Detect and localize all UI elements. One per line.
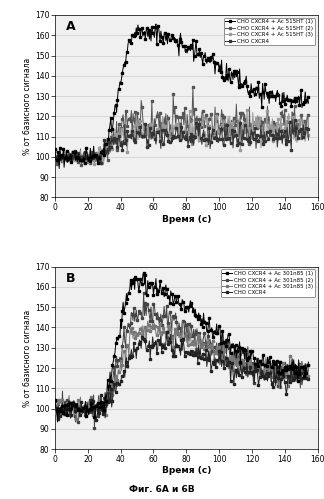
CHO CXCR4 + Ac 515HT (2): [175, 113, 179, 119]
CHO CXCR4 + Ac 301n85 (2): [142, 290, 145, 296]
CHO CXCR4 + Ac 515HT (3): [164, 131, 168, 137]
CHO CXCR4 + Ac 515HT (1): [154, 21, 158, 27]
CHO CXCR4 + Ac 515HT (2): [79, 163, 83, 169]
CHO CXCR4 + Ac 515HT (3): [307, 116, 310, 122]
Legend: CHO CXCR4 + Ac 515HT (1), CHO CXCR4 + Ac 515HT (2), CHO CXCR4 + Ac 515HT (3), CH: CHO CXCR4 + Ac 515HT (1), CHO CXCR4 + Ac…: [224, 18, 315, 45]
CHO CXCR4 + Ac 301n85 (2): [133, 312, 137, 318]
CHO CXCR4 + Ac 515HT (1): [287, 96, 291, 102]
CHO CXCR4: [165, 328, 168, 334]
CHO CXCR4 + Ac 301n85 (1): [175, 294, 179, 300]
CHO CXCR4 + Ac 515HT (3): [123, 119, 127, 125]
CHO CXCR4: [307, 137, 310, 143]
CHO CXCR4: [53, 154, 57, 160]
CHO CXCR4 + Ac 515HT (1): [165, 32, 168, 38]
X-axis label: Время (с): Время (с): [162, 467, 211, 476]
Line: CHO CXCR4 + Ac 301n85 (1): CHO CXCR4 + Ac 301n85 (1): [54, 271, 310, 423]
CHO CXCR4: [53, 398, 57, 404]
CHO CXCR4 + Ac 515HT (2): [83, 152, 87, 158]
CHO CXCR4 + Ac 301n85 (3): [123, 349, 127, 355]
Y-axis label: % от базисного сигнала: % от базисного сигнала: [23, 309, 32, 407]
CHO CXCR4 + Ac 301n85 (2): [123, 339, 127, 345]
Text: A: A: [65, 20, 75, 33]
CHO CXCR4 + Ac 301n85 (1): [53, 397, 57, 403]
CHO CXCR4 + Ac 301n85 (2): [82, 405, 86, 411]
CHO CXCR4 + Ac 515HT (1): [175, 36, 179, 42]
Line: CHO CXCR4 + Ac 515HT (3): CHO CXCR4 + Ac 515HT (3): [54, 109, 310, 167]
CHO CXCR4 + Ac 301n85 (2): [307, 368, 310, 374]
CHO CXCR4 + Ac 301n85 (1): [165, 286, 168, 292]
CHO CXCR4 + Ac 515HT (3): [53, 148, 57, 154]
Line: CHO CXCR4 + Ac 515HT (1): CHO CXCR4 + Ac 515HT (1): [54, 23, 310, 170]
CHO CXCR4 + Ac 301n85 (3): [133, 334, 137, 340]
CHO CXCR4 + Ac 515HT (2): [123, 131, 127, 137]
CHO CXCR4 + Ac 515HT (1): [53, 146, 57, 152]
CHO CXCR4 + Ac 301n85 (2): [287, 374, 291, 380]
CHO CXCR4 + Ac 301n85 (2): [53, 403, 57, 409]
CHO CXCR4 + Ac 301n85 (1): [123, 305, 127, 311]
CHO CXCR4: [164, 132, 168, 138]
CHO CXCR4 + Ac 515HT (1): [83, 160, 87, 166]
CHO CXCR4 + Ac 515HT (3): [245, 107, 249, 113]
CHO CXCR4 + Ac 301n85 (3): [175, 327, 179, 333]
CHO CXCR4 + Ac 515HT (3): [133, 130, 137, 136]
CHO CXCR4: [82, 406, 86, 412]
CHO CXCR4: [133, 347, 137, 353]
Line: CHO CXCR4 + Ac 301n85 (3): CHO CXCR4 + Ac 301n85 (3): [54, 320, 310, 420]
Y-axis label: % от базисного сигнала: % от базисного сигнала: [23, 57, 32, 155]
CHO CXCR4: [82, 152, 86, 158]
CHO CXCR4 + Ac 515HT (2): [53, 155, 57, 161]
CHO CXCR4: [123, 121, 127, 127]
CHO CXCR4 + Ac 301n85 (3): [307, 362, 310, 368]
CHO CXCR4 + Ac 301n85 (3): [165, 334, 168, 340]
CHO CXCR4 + Ac 515HT (2): [307, 125, 310, 131]
CHO CXCR4 + Ac 515HT (2): [287, 121, 291, 127]
CHO CXCR4 + Ac 301n85 (3): [83, 403, 87, 409]
CHO CXCR4: [287, 375, 291, 381]
Line: CHO CXCR4: CHO CXCR4: [54, 330, 310, 421]
Text: Фиг. 6А и 6В: Фиг. 6А и 6В: [129, 485, 195, 494]
CHO CXCR4 + Ac 515HT (3): [82, 161, 86, 167]
CHO CXCR4 + Ac 515HT (3): [100, 163, 104, 169]
Line: CHO CXCR4 + Ac 301n85 (2): CHO CXCR4 + Ac 301n85 (2): [54, 292, 310, 429]
CHO CXCR4 + Ac 301n85 (1): [83, 404, 87, 410]
CHO CXCR4 + Ac 301n85 (1): [56, 419, 60, 425]
CHO CXCR4: [123, 374, 127, 380]
CHO CXCR4 + Ac 301n85 (3): [75, 416, 78, 422]
CHO CXCR4 + Ac 515HT (2): [133, 109, 137, 115]
CHO CXCR4 + Ac 515HT (2): [191, 84, 195, 90]
CHO CXCR4 + Ac 301n85 (2): [175, 325, 179, 331]
Legend: CHO CXCR4 + Ac 301n85 (1), CHO CXCR4 + Ac 301n85 (2), CHO CXCR4 + Ac 301n85 (3),: CHO CXCR4 + Ac 301n85 (1), CHO CXCR4 + A…: [221, 269, 315, 297]
Line: CHO CXCR4: CHO CXCR4: [54, 118, 310, 164]
CHO CXCR4: [133, 139, 137, 145]
CHO CXCR4 + Ac 301n85 (3): [287, 372, 291, 378]
CHO CXCR4 + Ac 515HT (1): [307, 100, 310, 106]
CHO CXCR4 + Ac 301n85 (3): [53, 410, 57, 416]
Line: CHO CXCR4 + Ac 515HT (2): CHO CXCR4 + Ac 515HT (2): [54, 86, 310, 167]
Text: B: B: [65, 272, 75, 285]
CHO CXCR4: [290, 117, 294, 123]
CHO CXCR4: [94, 417, 98, 423]
CHO CXCR4 + Ac 515HT (3): [175, 121, 179, 127]
CHO CXCR4: [99, 160, 103, 166]
CHO CXCR4 + Ac 301n85 (1): [142, 270, 145, 276]
CHO CXCR4: [307, 376, 310, 382]
CHO CXCR4 + Ac 515HT (1): [57, 166, 61, 172]
CHO CXCR4 + Ac 301n85 (3): [146, 318, 150, 324]
CHO CXCR4 + Ac 301n85 (1): [133, 274, 137, 280]
X-axis label: Время (с): Время (с): [162, 215, 211, 224]
CHO CXCR4: [286, 138, 290, 144]
CHO CXCR4 + Ac 515HT (1): [133, 32, 137, 38]
CHO CXCR4 + Ac 515HT (3): [287, 111, 291, 117]
CHO CXCR4 + Ac 301n85 (2): [93, 425, 97, 431]
CHO CXCR4 + Ac 515HT (1): [123, 59, 127, 65]
CHO CXCR4 + Ac 301n85 (1): [287, 362, 291, 368]
CHO CXCR4 + Ac 301n85 (1): [307, 359, 310, 365]
CHO CXCR4 + Ac 301n85 (2): [165, 303, 168, 309]
CHO CXCR4: [175, 125, 179, 131]
CHO CXCR4 + Ac 515HT (2): [164, 111, 168, 117]
CHO CXCR4: [175, 341, 179, 347]
CHO CXCR4: [164, 340, 168, 346]
